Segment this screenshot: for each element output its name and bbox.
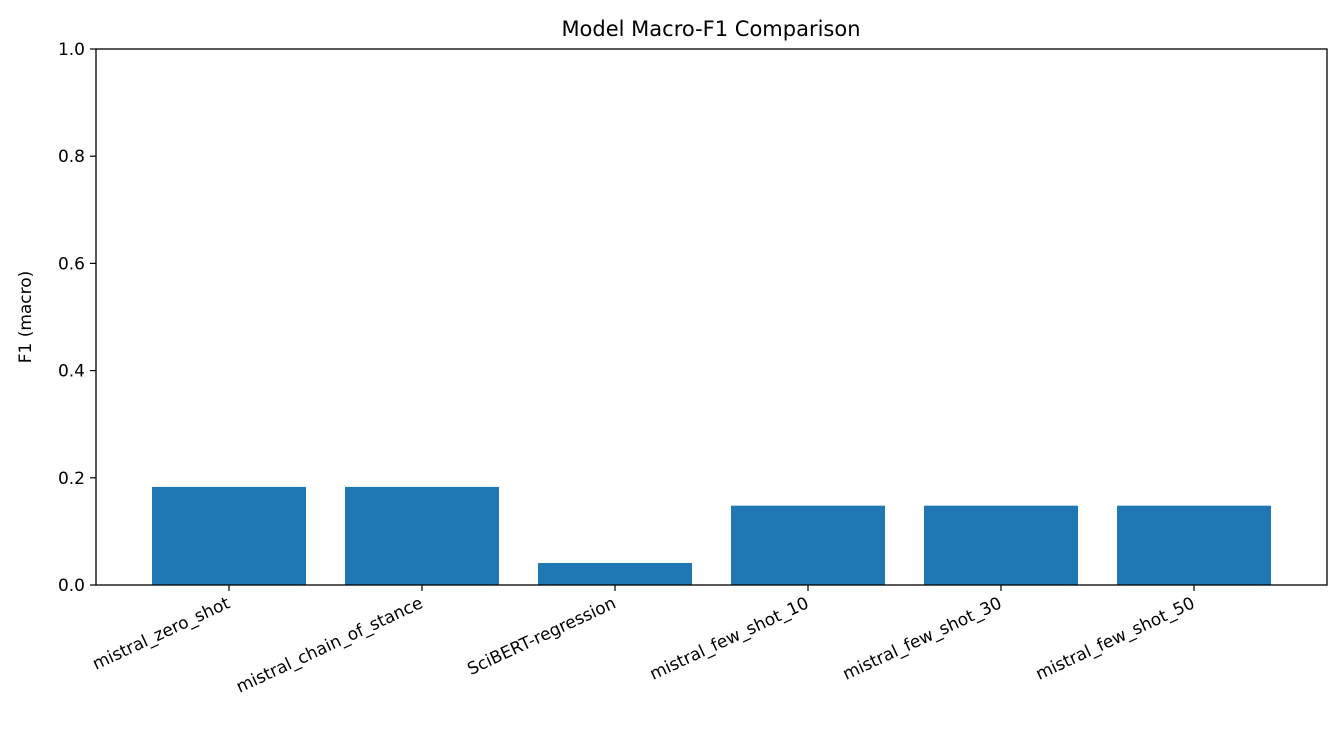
y-axis-ticks: 0.0 0.2 0.4 0.6 0.8 1.0 [58, 40, 96, 596]
bar-mistral_few_shot_10 [731, 505, 885, 585]
y-tick-label: 0.8 [58, 147, 85, 167]
y-tick-label: 0.6 [58, 254, 85, 274]
bar-mistral_zero_shot [152, 486, 306, 585]
y-tick-label: 0.0 [58, 576, 85, 596]
x-tick-label: mistral_few_shot_30 [840, 593, 1005, 684]
y-tick-label: 0.2 [58, 469, 85, 489]
chart-title: Model Macro-F1 Comparison [561, 17, 860, 41]
x-tick-label: mistral_few_shot_10 [647, 593, 812, 684]
x-tick-label: mistral_few_shot_50 [1033, 593, 1198, 684]
x-tick-label: SciBERT-regression [464, 593, 619, 679]
bar-mistral_few_shot_30 [924, 505, 1078, 585]
plot-frame [95, 48, 1328, 586]
x-tick-label: mistral_zero_shot [90, 593, 234, 674]
y-tick-label: 0.4 [58, 362, 85, 382]
x-axis-ticks: mistral_zero_shot mistral_chain_of_stance… [90, 585, 1198, 697]
bars-group [152, 486, 1271, 585]
y-axis-label: F1 (macro) [16, 271, 36, 364]
bar-mistral_chain_of_stance [345, 486, 499, 585]
bar-mistral_few_shot_50 [1117, 505, 1271, 585]
x-tick-label: mistral_chain_of_stance [233, 593, 426, 697]
y-tick-label: 1.0 [58, 40, 85, 60]
bar-SciBERT-regression [538, 563, 692, 585]
